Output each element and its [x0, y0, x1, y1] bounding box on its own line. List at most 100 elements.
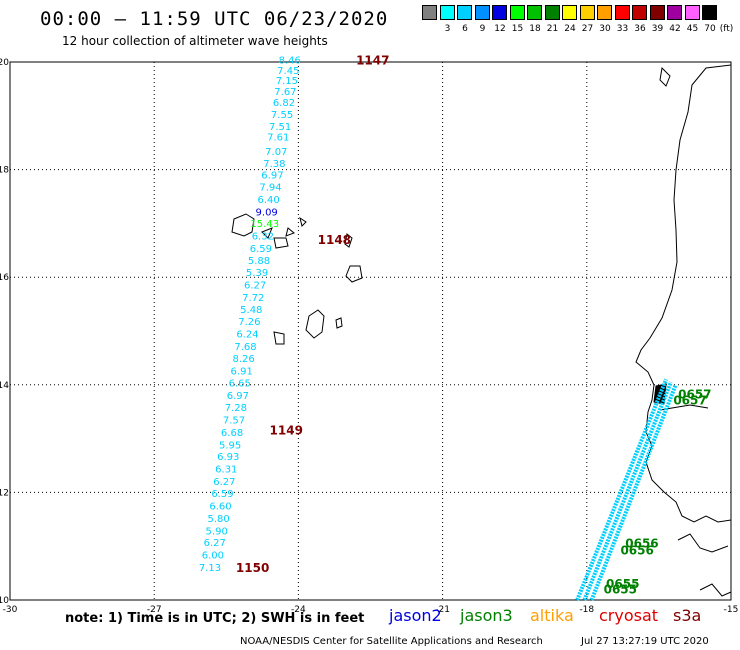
wave-height-reading: 7.45: [277, 66, 299, 77]
lon-tick-label: -15: [724, 605, 739, 615]
color-scale-label: 15: [511, 24, 524, 34]
lat-tick-label: 14: [0, 381, 9, 391]
wave-height-reading: 7.51: [269, 122, 291, 133]
coastal-satellite-track: [589, 384, 678, 601]
wave-height-reading: 7.68: [234, 342, 256, 353]
wave-height-reading: 8.26: [232, 354, 254, 365]
color-scale-swatch: [527, 5, 542, 20]
lon-tick-label: -24: [291, 605, 306, 615]
wave-height-reading: 6.27: [244, 280, 266, 291]
color-scale-unit: (ft): [719, 24, 734, 34]
color-scale-swatch: [422, 5, 437, 20]
island-outline: [273, 237, 289, 249]
wave-height-reading: 6.68: [221, 428, 243, 439]
satellite-legend-jason3: jason3: [460, 606, 513, 625]
color-scale-swatch: [614, 5, 630, 20]
pass-time-label: 0656: [625, 536, 658, 550]
lat-tick-label: 16: [0, 273, 9, 283]
pass-time-label: 1148: [318, 233, 351, 247]
lat-tick-label: 18: [0, 166, 9, 176]
gambia-river-outline: [659, 404, 709, 411]
wave-height-reading: 6.93: [217, 452, 239, 463]
map-subtitle: 12 hour collection of altimeter wave hei…: [62, 34, 328, 48]
color-scale-swatch: [597, 5, 612, 20]
wave-height-reading: 6.97: [227, 391, 249, 402]
island-outline: [285, 227, 295, 237]
pass-time-label: 0657: [673, 394, 706, 408]
color-scale-swatch: [667, 5, 682, 20]
island-outline: [305, 309, 325, 339]
wave-height-reading: 5.90: [206, 526, 228, 537]
coast-detail-outline: [699, 583, 732, 597]
color-scale-swatch: [562, 5, 577, 20]
island-outline: [231, 213, 255, 237]
color-scale-label: 70: [704, 24, 716, 34]
wave-height-reading: 5.39: [246, 268, 268, 279]
island-outline: [335, 317, 343, 329]
color-scale-label: 6: [462, 24, 468, 34]
color-scale-label: 9: [479, 24, 486, 34]
wave-height-reading: 7.61: [267, 133, 289, 144]
color-scale-label: 24: [564, 24, 576, 34]
color-scale-swatch: [684, 5, 700, 20]
color-scale-label: 39: [651, 24, 664, 34]
wave-height-reading: 8.46: [279, 56, 301, 67]
footer-note: note: 1) Time is in UTC; 2) SWH is in fe…: [65, 611, 365, 626]
island-outline: [345, 265, 363, 283]
wave-height-reading: 5.95: [219, 440, 241, 451]
satellite-legend-cryosat: cryosat: [599, 606, 659, 625]
coastal-satellite-track: [575, 378, 668, 601]
color-scale-swatch: [492, 5, 507, 20]
wave-height-reading: 7.28: [225, 403, 247, 414]
wave-height-reading: 6.82: [273, 98, 295, 109]
wave-height-reading: 7.07: [265, 147, 287, 158]
color-scale-swatch: [457, 5, 472, 20]
color-scale-label: 3: [444, 24, 451, 34]
pass-time-label: 1147: [356, 54, 389, 68]
wave-height-reading: 6.32: [252, 232, 274, 243]
wave-height-reading: 6.31: [215, 464, 237, 475]
color-scale-swatch: [632, 5, 647, 20]
wave-height-reading: 7.94: [259, 183, 281, 194]
wave-height-reading: 6.24: [236, 329, 258, 340]
color-scale-swatch: [544, 5, 560, 20]
wave-height-reading: 6.27: [204, 538, 226, 549]
wave-height-reading: 6.00: [202, 551, 224, 562]
wave-height-reading: 7.57: [223, 416, 245, 427]
island-outline: [273, 331, 285, 345]
pass-time-label: 0655: [606, 577, 639, 591]
lat-tick-label: 20: [0, 58, 9, 68]
wave-height-reading: 7.13: [199, 563, 221, 574]
wave-height-reading: 6.60: [209, 502, 231, 513]
african-coastline: [635, 64, 732, 523]
map-title: 00:00 – 11:59 UTC 06/23/2020: [40, 8, 389, 30]
satellite-legend-jason2: jason2: [389, 606, 442, 625]
island-outline: [261, 227, 273, 239]
lon-tick-label: -21: [435, 605, 450, 615]
wave-height-reading: 6.97: [261, 171, 283, 182]
pass-time-label: 1149: [270, 423, 303, 437]
pass-time-label: 0656: [620, 543, 653, 557]
color-scale-label: 21: [546, 24, 559, 34]
color-scale-swatch: [439, 5, 455, 20]
lon-tick-label: -27: [147, 605, 162, 615]
color-scale-label: 33: [616, 24, 629, 34]
island-outline: [344, 233, 353, 248]
color-scale-label: 30: [599, 24, 611, 34]
wave-height-reading: 5.48: [240, 305, 262, 316]
coast-detail-outline: [659, 66, 671, 87]
color-scale-swatch: [702, 5, 717, 20]
wave-height-reading: 7.67: [274, 87, 296, 98]
color-scale-swatch: [509, 5, 525, 20]
island-outline: [299, 216, 307, 227]
lon-tick-label: -18: [579, 605, 594, 615]
wave-height-reading: 7.38: [263, 159, 285, 170]
wave-height-reading: 5.80: [207, 514, 229, 525]
wave-height-reading: 6.91: [231, 367, 253, 378]
wave-height-reading: 6.27: [213, 477, 235, 488]
color-scale-swatch: [649, 5, 665, 20]
wave-height-reading: 7.72: [242, 293, 264, 304]
lat-tick-label: 12: [0, 488, 9, 498]
color-scale-label: 18: [529, 24, 541, 34]
